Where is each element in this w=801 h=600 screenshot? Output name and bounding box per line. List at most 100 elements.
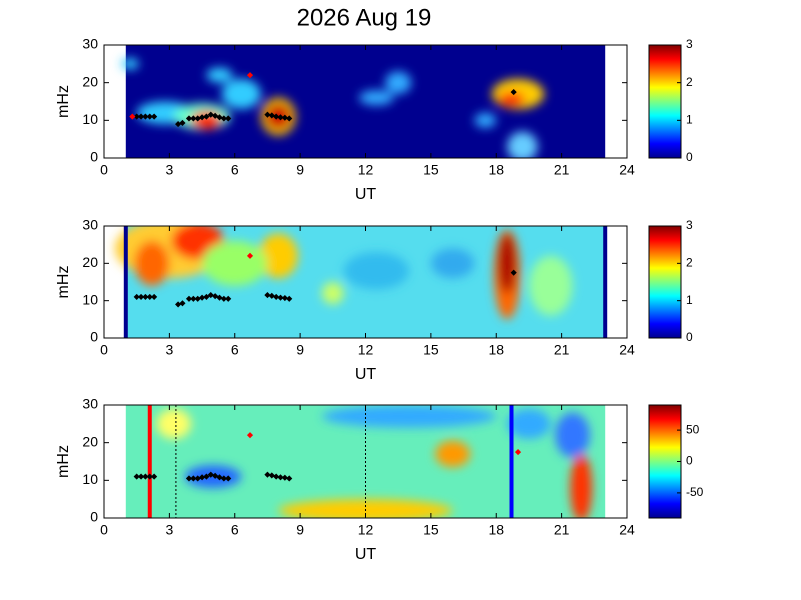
data-point — [203, 113, 210, 120]
x-tick-label: 6 — [231, 162, 239, 178]
x-tick-label: 3 — [165, 342, 173, 358]
colorbar — [648, 404, 682, 519]
spectrogram-patch — [221, 78, 261, 110]
colorbar-tick-label: 3 — [686, 37, 693, 51]
spectrogram-patch — [202, 240, 268, 286]
colorbar-tick-label: -50 — [686, 485, 704, 499]
y-tick-label: 10 — [82, 471, 98, 487]
spectrogram-patch — [385, 71, 412, 94]
y-tick-label: 0 — [90, 329, 98, 345]
x-tick-label: 24 — [619, 162, 635, 178]
y-tick-label: 10 — [82, 291, 98, 307]
spectrogram-patch — [358, 90, 394, 106]
data-point — [514, 449, 522, 456]
colorbar-tick-label: 2 — [686, 75, 693, 89]
data-point — [212, 472, 219, 479]
y-tick-label: 30 — [82, 217, 98, 233]
spectrogram-texture — [114, 226, 573, 320]
data-point — [286, 475, 293, 482]
x-tick-label: 9 — [296, 342, 304, 358]
spectrogram-patch — [474, 112, 497, 128]
x-tick-label: 21 — [554, 342, 570, 358]
x-axis-label: UT — [355, 366, 377, 383]
x-tick-label: 12 — [358, 522, 374, 538]
spectrogram — [125, 405, 606, 518]
x-tick-label: 15 — [423, 162, 439, 178]
y-tick-label: 30 — [82, 396, 98, 412]
x-tick-label: 6 — [231, 522, 239, 538]
spectrogram-patch — [321, 282, 344, 305]
data-point — [151, 473, 158, 480]
data-point — [225, 115, 232, 122]
spectrogram-patch — [121, 58, 139, 70]
data-point — [225, 475, 232, 482]
spectrogram-patch — [498, 92, 525, 108]
spectrogram-patch — [430, 248, 475, 279]
colorbar-tick-label: 0 — [686, 454, 693, 468]
spectrogram-patch — [507, 131, 538, 158]
data-point — [203, 293, 210, 300]
colorbar-tick-label: 3 — [686, 218, 693, 232]
colorbar-tick-label: 1 — [686, 293, 693, 307]
spectrogram-patch — [343, 252, 410, 290]
x-tick-label: 3 — [165, 162, 173, 178]
x-axis-label: UT — [355, 546, 377, 563]
data-point — [510, 269, 517, 276]
x-tick-label: 24 — [619, 522, 635, 538]
data-point — [225, 295, 232, 302]
x-tick-label: 12 — [358, 162, 374, 178]
edge-band — [123, 226, 128, 338]
spectrogram-patch — [321, 405, 497, 428]
spectrogram-patch — [435, 440, 471, 468]
x-axis-label: UT — [355, 186, 377, 203]
y-tick-label: 0 — [90, 509, 98, 525]
x-tick-label: 21 — [554, 522, 570, 538]
data-point — [151, 113, 158, 120]
spectrogram-patch — [206, 67, 233, 83]
x-tick-label: 15 — [423, 342, 439, 358]
x-tick-label: 6 — [231, 342, 239, 358]
spectrogram-patch — [134, 240, 170, 286]
spectrogram-patch — [555, 412, 590, 458]
y-tick-label: 20 — [82, 254, 98, 270]
x-tick-label: 9 — [296, 162, 304, 178]
x-tick-label: 15 — [423, 522, 439, 538]
x-tick-label: 12 — [358, 342, 374, 358]
y-axis-label: mHz — [55, 266, 72, 299]
edge-band — [603, 226, 608, 338]
data-point — [179, 300, 186, 307]
data-point — [286, 295, 293, 302]
x-tick-label: 3 — [165, 522, 173, 538]
data-point — [129, 113, 136, 120]
y-tick-label: 0 — [90, 149, 98, 165]
x-tick-label: 18 — [488, 522, 504, 538]
spectrogram-patch — [498, 233, 516, 294]
colorbar-tick-label: 2 — [686, 256, 693, 270]
y-tick-label: 10 — [82, 111, 98, 127]
x-tick-label: 0 — [100, 342, 108, 358]
x-tick-label: 9 — [296, 522, 304, 538]
colorbar-tick-label: 0 — [686, 150, 693, 164]
colorbar-tick-label: 0 — [686, 330, 693, 344]
y-axis-label: mHz — [55, 85, 72, 118]
colorbar — [648, 225, 682, 339]
data-point — [212, 112, 219, 119]
y-tick-label: 20 — [82, 73, 98, 89]
colorbar — [648, 44, 682, 159]
data-point — [212, 293, 219, 300]
x-tick-label: 21 — [554, 162, 570, 178]
data-point — [246, 432, 254, 439]
y-axis-label: mHz — [55, 445, 72, 478]
spectrogram-patch — [528, 255, 573, 316]
spectrogram-patch — [258, 233, 298, 279]
spectrogram-patch — [570, 453, 593, 518]
data-point — [179, 119, 186, 127]
data-point — [151, 293, 158, 300]
y-tick-label: 20 — [82, 433, 98, 449]
x-tick-label: 18 — [488, 342, 504, 358]
spectrogram — [121, 45, 606, 158]
colorbar-tick-label: 1 — [686, 113, 693, 127]
spectrogram — [114, 226, 608, 338]
spectrogram-patch — [278, 499, 453, 518]
